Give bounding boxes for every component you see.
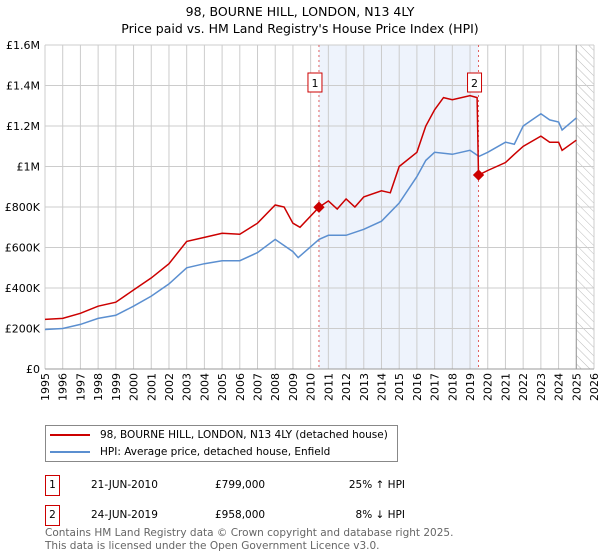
x-tick-label: 1999: [110, 373, 123, 401]
x-tick-label: 2012: [340, 373, 353, 401]
x-tick-label: 2015: [393, 373, 406, 401]
x-tick-label: 2019: [464, 373, 477, 401]
x-tick-label: 2011: [322, 373, 335, 401]
legend-item-hpi: HPI: Average price, detached house, Enfi…: [50, 444, 330, 460]
transaction-price: £799,000: [215, 479, 266, 491]
x-tick-label: 2001: [145, 373, 158, 401]
footer-licence: This data is licensed under the Open Gov…: [45, 540, 380, 552]
chart-title: 98, BOURNE HILL, LONDON, N13 4LY: [185, 4, 415, 19]
x-tick-label: 2004: [198, 373, 211, 401]
marker-badge-label: 1: [311, 77, 318, 90]
x-tick-label: 2020: [482, 373, 495, 401]
legend-swatch-hpi: [50, 451, 90, 453]
x-tick-label: 2007: [252, 373, 265, 401]
transaction-hpi: 25% ↑ HPI: [348, 479, 405, 491]
x-tick-label: 2018: [446, 373, 459, 401]
x-tick-label: 2023: [535, 373, 548, 401]
chart-subtitle: Price paid vs. HM Land Registry's House …: [121, 21, 479, 36]
marker-badge: 1: [45, 475, 60, 496]
transaction-date: 21-JUN-2010: [91, 479, 158, 491]
x-tick-label: 2022: [517, 373, 530, 401]
x-tick-label: 2013: [358, 373, 371, 401]
x-tick-label: 2008: [269, 373, 282, 401]
y-tick-label: £1M: [17, 161, 41, 174]
x-tick-label: 1995: [39, 373, 52, 401]
x-tick-label: 2026: [588, 373, 600, 401]
marker-badge: [467, 72, 483, 93]
x-tick-label: 2005: [216, 373, 229, 401]
marker-badge: [307, 72, 323, 93]
x-tick-label: 1996: [57, 373, 70, 401]
footer: Contains HM Land Registry data © Crown c…: [45, 527, 453, 553]
x-tick-label: 2006: [234, 373, 247, 401]
transaction-date: 24-JUN-2019: [91, 509, 158, 521]
x-tick-label: 2016: [411, 373, 424, 401]
hpi-line: [44, 112, 577, 331]
x-tick-label: 1997: [74, 373, 87, 401]
legend-label: 98, BOURNE HILL, LONDON, N13 4LY (detach…: [100, 429, 388, 441]
x-tick-label: 2010: [305, 373, 318, 401]
x-tick-label: 2014: [375, 373, 388, 401]
y-tick-label: £800K: [5, 201, 41, 214]
y-tick-label: £1.6M: [6, 39, 40, 52]
y-tick-label: £1.2M: [6, 120, 40, 133]
y-tick-label: £400K: [5, 282, 41, 295]
x-tick-label: 1998: [92, 373, 105, 401]
footer-copyright: Contains HM Land Registry data © Crown c…: [45, 527, 454, 539]
marker-badge: 2: [45, 505, 60, 526]
y-tick-label: £0: [26, 363, 40, 376]
transaction-row: 1 21-JUN-2010 £799,000 25% ↑ HPI: [45, 475, 405, 496]
transaction-row: 2 24-JUN-2019 £958,000 8% ↓ HPI: [45, 505, 405, 526]
x-tick-label: 2025: [570, 373, 583, 401]
legend-label: HPI: Average price, detached house, Enfi…: [100, 446, 331, 458]
y-tick-label: £1.4M: [6, 80, 40, 93]
y-tick-label: £600K: [5, 242, 41, 255]
property-line: [44, 94, 577, 321]
legend-item-property: 98, BOURNE HILL, LONDON, N13 4LY (detach…: [50, 427, 388, 443]
x-tick-label: 2024: [553, 373, 566, 401]
sale-point: [472, 169, 485, 181]
x-tick-label: 2009: [287, 373, 300, 401]
x-tick-label: 2017: [429, 373, 442, 401]
legend: 98, BOURNE HILL, LONDON, N13 4LY (detach…: [45, 425, 398, 462]
x-tick-label: 2002: [163, 373, 176, 401]
x-tick-label: 2021: [499, 373, 512, 401]
marker-badge-label: 2: [471, 77, 478, 90]
y-tick-label: £200K: [5, 323, 41, 336]
transaction-price: £958,000: [215, 509, 266, 521]
legend-swatch-property: [50, 434, 90, 436]
price-chart: 1 2 1995 1996 1997 1998 1999 2000 2001 2002 2003 20…: [5, 39, 600, 401]
transaction-hpi: 8% ↓ HPI: [355, 509, 405, 521]
x-tick-label: 2003: [181, 373, 194, 401]
x-tick-label: 2000: [128, 373, 141, 401]
sale-point: [313, 201, 325, 213]
